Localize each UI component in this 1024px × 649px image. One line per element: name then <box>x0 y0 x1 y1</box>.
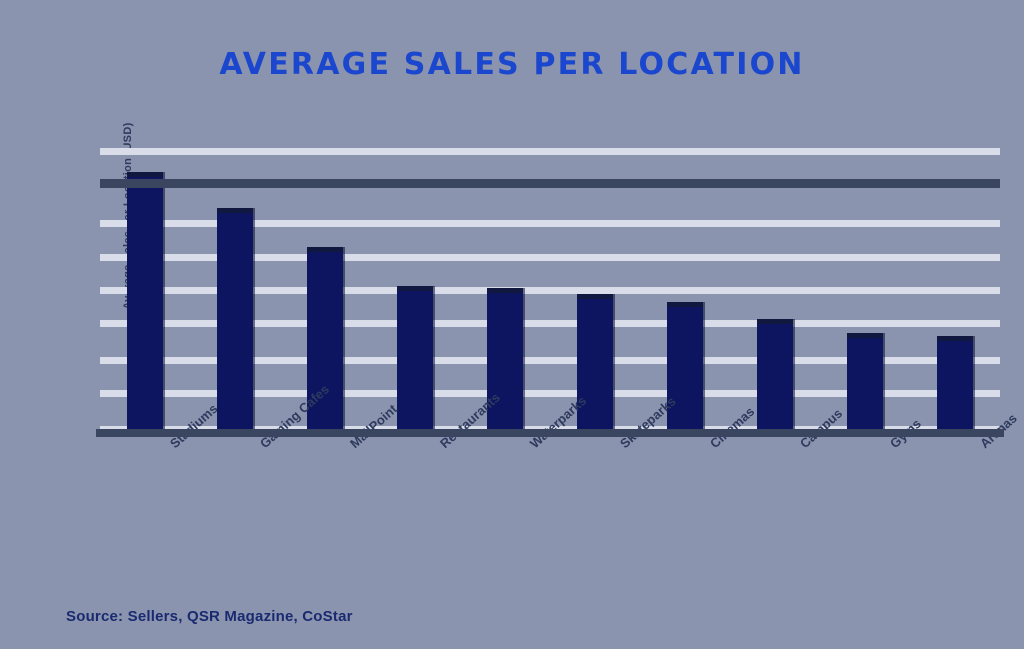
y-tick-label <box>39 351 94 401</box>
bar-slot <box>820 148 910 433</box>
gridline <box>100 220 1000 228</box>
bar[interactable] <box>307 246 343 433</box>
bar-slot <box>280 148 370 433</box>
gridline <box>100 253 1000 261</box>
x-tick-label: Gyms <box>887 416 924 451</box>
bar-slot <box>910 148 1000 433</box>
y-tick-label <box>39 281 94 331</box>
x-tick-label: Skateparks <box>617 393 679 452</box>
chart-title: AVERAGE SALES PER LOCATION <box>219 47 805 82</box>
bar-cap <box>757 319 793 325</box>
gridline <box>100 389 1000 397</box>
bar[interactable] <box>667 302 703 433</box>
x-tick-label: MallPoint <box>347 401 400 451</box>
y-tick-label <box>39 314 94 364</box>
bar-cap <box>937 335 973 341</box>
x-tick-label: Campus <box>797 406 845 451</box>
x-tick-label: Cinemas <box>707 404 757 451</box>
gridline <box>100 356 1000 364</box>
y-tick-label <box>39 175 94 225</box>
bar-slot <box>460 148 550 433</box>
gridline <box>100 148 1000 155</box>
bar-slot <box>730 148 820 433</box>
x-axis-tick-labels: Stadiums Gaming Cafes MallPoint Restaurants… <box>100 381 1020 560</box>
x-tick-label: Stadiums <box>167 401 221 451</box>
gridline <box>100 287 1000 294</box>
x-tick-label: Restaurants <box>437 389 503 452</box>
gridline <box>100 320 1000 328</box>
bar-cap <box>397 285 433 291</box>
bar-cap <box>127 171 163 177</box>
bar-cap <box>487 288 523 294</box>
reference-line <box>100 178 1000 188</box>
bar-slot <box>550 148 640 433</box>
source-note: Source: Sellers, QSR Magazine, CoStar <box>66 608 353 625</box>
x-tick-label: Arenas <box>977 411 1020 452</box>
bar[interactable] <box>217 207 253 433</box>
bar-slot <box>190 148 280 433</box>
y-tick-label <box>39 384 94 434</box>
y-tick-label <box>39 142 94 192</box>
bar-cap <box>667 302 703 308</box>
bar[interactable] <box>577 294 613 433</box>
x-tick-label: Gaming Cafes <box>257 381 333 452</box>
y-tick-label <box>39 248 94 298</box>
bar[interactable] <box>757 319 793 433</box>
bar-cap <box>847 332 883 338</box>
x-axis-baseline <box>96 429 1004 437</box>
bar-slot <box>100 148 190 433</box>
bar[interactable] <box>397 285 433 433</box>
bar-slot <box>640 148 730 433</box>
bar-slot <box>370 148 460 433</box>
bar[interactable] <box>847 332 883 433</box>
bar[interactable] <box>487 288 523 433</box>
bar-series <box>100 148 1000 433</box>
bar-cap <box>307 246 343 252</box>
y-tick-label <box>39 214 94 264</box>
bar[interactable] <box>937 335 973 433</box>
bar-cap <box>217 207 253 213</box>
x-tick-label: Waterparks <box>527 392 590 452</box>
y-tick-label <box>39 420 94 470</box>
bar-cap <box>577 294 613 299</box>
bar[interactable] <box>127 171 163 433</box>
